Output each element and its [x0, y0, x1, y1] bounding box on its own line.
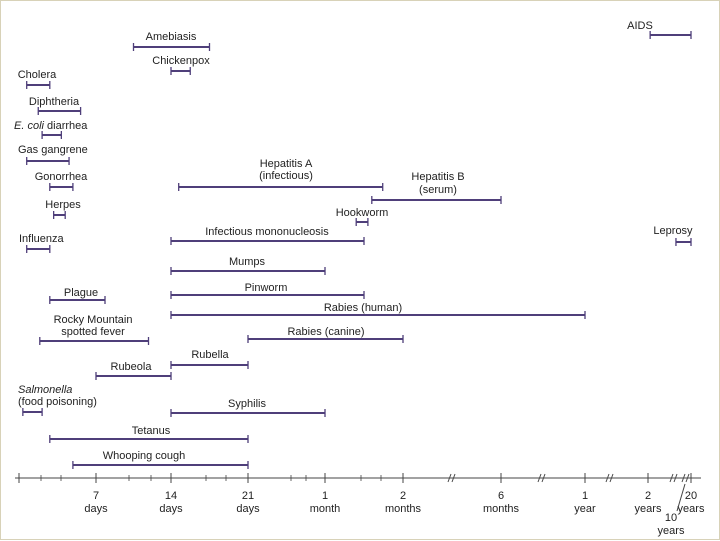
ten-years-unit: years — [658, 525, 685, 537]
bar-label: Cholera — [18, 69, 57, 81]
bar-hepatitis-a: Hepatitis A(infectious) — [178, 158, 384, 191]
bar-label: E. coli diarrhea — [14, 120, 88, 132]
bar-label-italic: E. coli — [14, 120, 45, 132]
bar-e-coli-diarrhea: E. coli diarrhea — [14, 120, 88, 139]
bar-mumps: Mumps — [170, 256, 326, 275]
bar-label: Hookworm — [336, 207, 389, 219]
bar-influenza: Influenza — [19, 233, 65, 253]
tick-label-value: 20 — [685, 490, 697, 502]
bar-gas-gangrene: Gas gangrene — [18, 144, 88, 165]
bar-syphilis: Syphilis — [170, 398, 326, 417]
ten-years-pointer — [676, 483, 686, 512]
bar-label: Hepatitis B — [411, 171, 464, 183]
bar-label: Rubella — [191, 349, 229, 361]
bar-label: Plague — [64, 287, 98, 299]
tick-label-unit: days — [84, 503, 108, 515]
tick-label-value: 21 — [242, 490, 254, 502]
bar-herpes: Herpes — [45, 199, 81, 219]
tick-label-value: 2 — [645, 490, 651, 502]
tick-label-unit: months — [385, 503, 422, 515]
bar-label: Influenza — [19, 233, 65, 245]
bar-chickenpox: Chickenpox — [152, 55, 210, 75]
bar-tetanus: Tetanus — [49, 425, 249, 443]
bar-pinworm: Pinworm — [170, 282, 365, 299]
bar-label: Mumps — [229, 256, 266, 268]
bar-salmonella: Salmonella(food poisoning) — [18, 384, 97, 416]
bar-label: AIDS — [627, 20, 653, 32]
axis-break-icon — [605, 473, 614, 483]
bar-label: Chickenpox — [152, 55, 210, 67]
bar-label: Syphilis — [228, 398, 266, 410]
tick-label-unit: year — [574, 503, 596, 515]
bar-label: Tetanus — [132, 425, 171, 437]
bar-rabies-canine: Rabies (canine) — [247, 326, 404, 343]
ten-years-value: 10 — [665, 512, 677, 524]
tick-label-unit: years — [635, 503, 662, 515]
tick-label-value: 2 — [400, 490, 406, 502]
bar-rubeola: Rubeola — [95, 361, 172, 380]
bar-label: Diphtheria — [29, 96, 80, 108]
bar-label-rest: diarrhea — [44, 120, 88, 132]
tick-label-unit: days — [159, 503, 183, 515]
bar-label-line2: spotted fever — [61, 326, 125, 338]
bar-label: Rabies (canine) — [287, 326, 364, 338]
bar-label: Pinworm — [245, 282, 288, 294]
bar-plague: Plague — [49, 287, 106, 304]
bar-cholera: Cholera — [18, 69, 57, 89]
bar-whooping-cough: Whooping cough — [72, 450, 249, 469]
axis-break-icon — [447, 473, 456, 483]
tick-label-unit: days — [236, 503, 260, 515]
bar-label: Leprosy — [653, 225, 693, 237]
bar-label: Whooping cough — [103, 450, 186, 462]
bar-label-line2: (food poisoning) — [18, 396, 97, 408]
tick-label-value: 7 — [93, 490, 99, 502]
bar-label: Gonorrhea — [35, 171, 88, 183]
time-axis: 7days14days21days1month2months6months1ye… — [15, 473, 705, 537]
bar-label-line2: (infectious) — [259, 170, 313, 182]
bar-label: Rubeola — [111, 361, 153, 373]
bar-rabies-human: Rabies (human) — [170, 302, 586, 319]
tick-label-value: 1 — [582, 490, 588, 502]
bar-label: Herpes — [45, 199, 81, 211]
bar-label: Rocky Mountain — [54, 314, 133, 326]
bar-label: Infectious mononucleosis — [205, 226, 329, 238]
bar-label: Rabies (human) — [324, 302, 402, 314]
tick-label-value: 6 — [498, 490, 504, 502]
bar-amebiasis: Amebiasis — [132, 31, 211, 51]
bar-leprosy: Leprosy — [653, 225, 693, 246]
axis-break-icon — [669, 473, 678, 483]
axis-break-icon — [681, 473, 690, 483]
bar-label: Hepatitis A — [260, 158, 313, 170]
bar-infectious-mononucleosis: Infectious mononucleosis — [170, 226, 365, 245]
bar-label-line2: (serum) — [419, 184, 457, 196]
bar-gonorrhea: Gonorrhea — [35, 171, 88, 191]
tick-label-value: 1 — [322, 490, 328, 502]
bar-diphtheria: Diphtheria — [29, 96, 82, 115]
axis-break-icon — [537, 473, 546, 483]
tick-label-unit: months — [483, 503, 520, 515]
bar-label: Salmonella — [18, 384, 72, 396]
bar-aids: AIDS — [627, 20, 692, 39]
tick-label-value: 14 — [165, 490, 177, 502]
bar-rubella: Rubella — [170, 349, 249, 369]
bar-label: Gas gangrene — [18, 144, 88, 156]
bar-hookworm: Hookworm — [336, 207, 389, 226]
tick-label-unit: years — [678, 503, 705, 515]
bar-label: Amebiasis — [146, 31, 197, 43]
bar-hepatitis-b: Hepatitis B(serum) — [371, 171, 502, 204]
bars-layer: Amebiasis Chickenpox AIDS Cholera Diphtheria… — [14, 20, 693, 469]
tick-label-unit: month — [310, 503, 341, 515]
